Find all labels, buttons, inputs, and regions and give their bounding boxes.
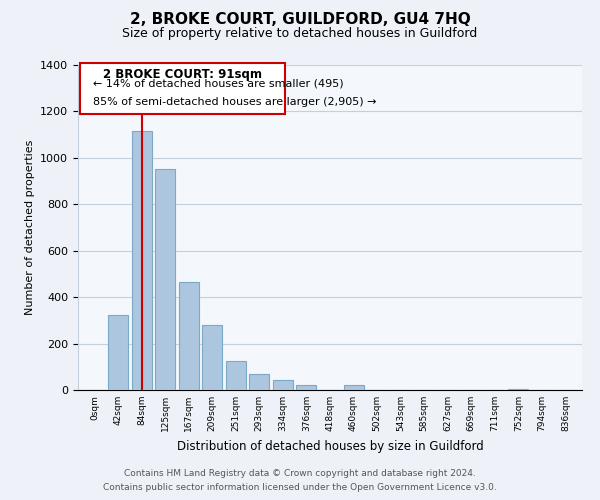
Text: 2, BROKE COURT, GUILDFORD, GU4 7HQ: 2, BROKE COURT, GUILDFORD, GU4 7HQ xyxy=(130,12,470,28)
Text: ← 14% of detached houses are smaller (495): ← 14% of detached houses are smaller (49… xyxy=(93,78,343,88)
Bar xyxy=(344,386,364,390)
Text: 85% of semi-detached houses are larger (2,905) →: 85% of semi-detached houses are larger (… xyxy=(93,97,376,107)
Bar xyxy=(108,314,128,390)
Bar xyxy=(508,389,529,390)
Bar xyxy=(131,131,152,390)
Text: Contains public sector information licensed under the Open Government Licence v3: Contains public sector information licen… xyxy=(103,484,497,492)
Bar xyxy=(202,325,222,390)
Bar xyxy=(250,374,269,390)
FancyBboxPatch shape xyxy=(80,64,286,114)
Y-axis label: Number of detached properties: Number of detached properties xyxy=(25,140,35,315)
X-axis label: Distribution of detached houses by size in Guildford: Distribution of detached houses by size … xyxy=(176,440,484,452)
Bar xyxy=(296,386,316,390)
Text: 2 BROKE COURT: 91sqm: 2 BROKE COURT: 91sqm xyxy=(103,68,262,81)
Bar xyxy=(273,380,293,390)
Bar xyxy=(155,170,175,390)
Bar xyxy=(226,361,246,390)
Text: Contains HM Land Registry data © Crown copyright and database right 2024.: Contains HM Land Registry data © Crown c… xyxy=(124,468,476,477)
Text: Size of property relative to detached houses in Guildford: Size of property relative to detached ho… xyxy=(122,28,478,40)
Bar xyxy=(179,282,199,390)
